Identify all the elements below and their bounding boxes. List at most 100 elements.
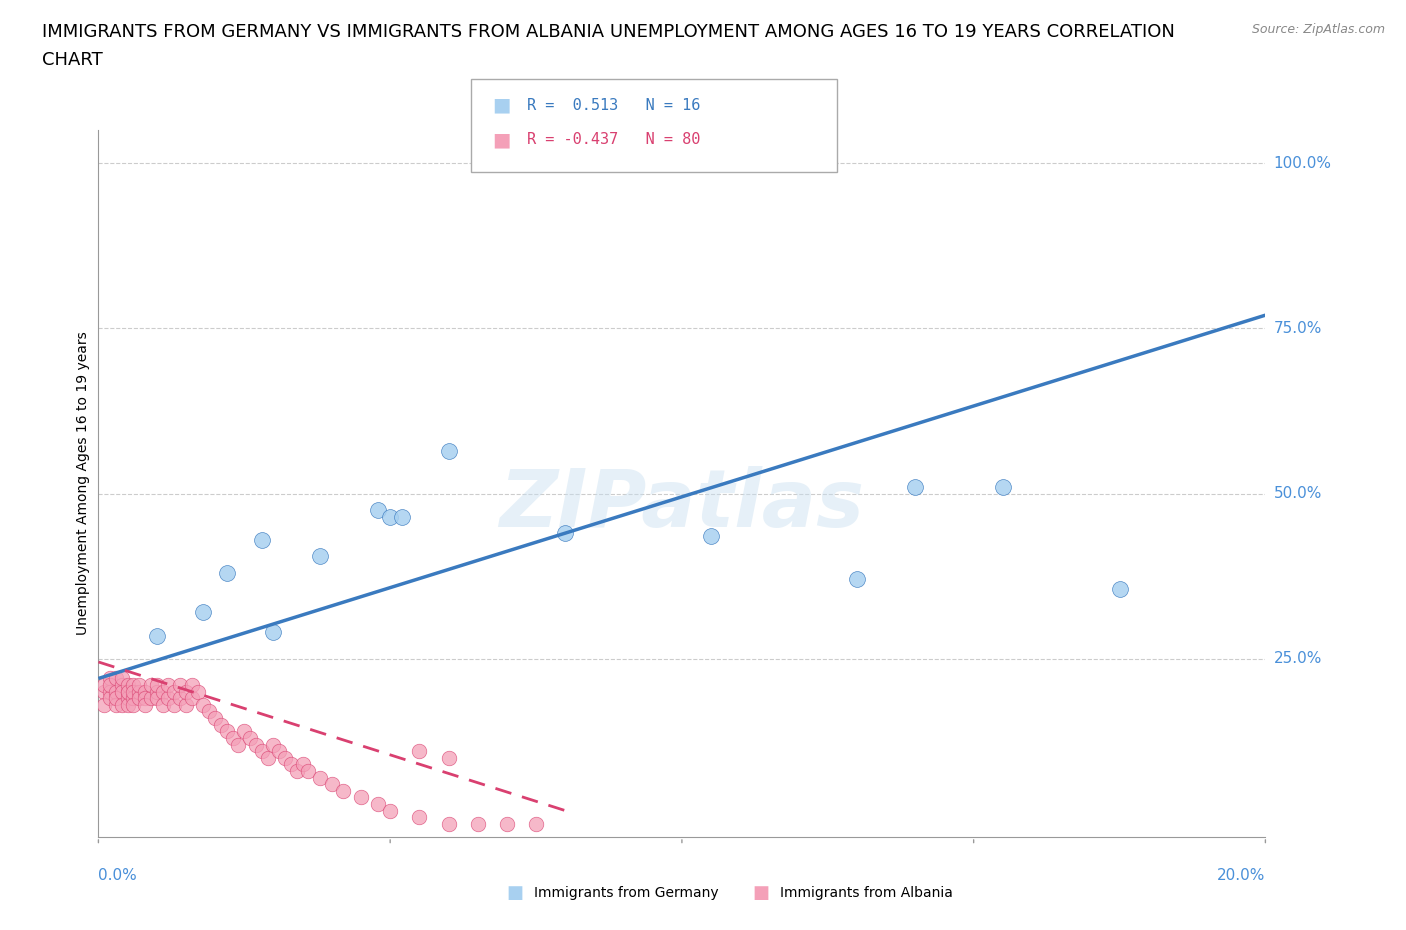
- Text: 50.0%: 50.0%: [1274, 486, 1322, 501]
- Point: [495, 817, 517, 831]
- Point: [193, 605, 215, 620]
- Point: [309, 770, 332, 785]
- Text: Source: ZipAtlas.com: Source: ZipAtlas.com: [1251, 23, 1385, 36]
- Y-axis label: Unemployment Among Ages 16 to 19 years: Unemployment Among Ages 16 to 19 years: [76, 332, 90, 635]
- Point: [845, 572, 868, 587]
- Point: [169, 678, 191, 693]
- Point: [285, 764, 308, 778]
- Point: [1108, 582, 1130, 597]
- Point: [117, 691, 139, 706]
- Point: [291, 757, 314, 772]
- Point: [250, 744, 273, 759]
- Point: [215, 724, 238, 738]
- Text: Immigrants from Albania: Immigrants from Albania: [780, 885, 953, 900]
- Text: ZIPatlas: ZIPatlas: [499, 466, 865, 544]
- Point: [350, 790, 373, 804]
- Point: [408, 810, 430, 825]
- Point: [163, 684, 186, 699]
- Point: [117, 684, 139, 699]
- Text: 20.0%: 20.0%: [1218, 868, 1265, 883]
- Point: [378, 510, 402, 525]
- Point: [98, 684, 121, 699]
- Point: [163, 698, 186, 712]
- Text: R = -0.437   N = 80: R = -0.437 N = 80: [527, 132, 700, 147]
- Point: [146, 628, 169, 643]
- Point: [128, 678, 150, 693]
- Point: [280, 757, 302, 772]
- Text: 25.0%: 25.0%: [1274, 651, 1322, 666]
- Point: [98, 678, 121, 693]
- Point: [269, 744, 291, 759]
- Point: [187, 684, 209, 699]
- Point: [193, 698, 215, 712]
- Point: [332, 783, 354, 798]
- Point: [157, 678, 180, 693]
- Point: [991, 480, 1014, 495]
- Point: [367, 502, 389, 517]
- Point: [274, 751, 297, 765]
- Point: [128, 691, 150, 706]
- Point: [215, 565, 238, 580]
- Text: 75.0%: 75.0%: [1274, 321, 1322, 336]
- Point: [134, 691, 156, 706]
- Point: [437, 817, 460, 831]
- Point: [111, 698, 134, 712]
- Point: [111, 678, 134, 693]
- Point: [104, 684, 127, 699]
- Point: [367, 796, 389, 811]
- Point: [180, 678, 202, 693]
- Point: [117, 678, 139, 693]
- Point: [146, 684, 169, 699]
- Point: [93, 678, 115, 693]
- Point: [262, 737, 284, 752]
- Point: [122, 691, 145, 706]
- Point: [134, 698, 156, 712]
- Point: [250, 532, 273, 547]
- Point: [467, 817, 489, 831]
- Point: [117, 698, 139, 712]
- Point: [262, 625, 284, 640]
- Point: [700, 529, 723, 544]
- Text: ■: ■: [752, 884, 769, 902]
- Point: [174, 684, 197, 699]
- Text: CHART: CHART: [42, 51, 103, 69]
- Point: [204, 711, 226, 725]
- Point: [146, 691, 169, 706]
- Point: [122, 684, 145, 699]
- Point: [297, 764, 319, 778]
- Point: [104, 698, 127, 712]
- Point: [111, 684, 134, 699]
- Point: [139, 691, 162, 706]
- Text: R =  0.513   N = 16: R = 0.513 N = 16: [527, 98, 700, 113]
- Point: [111, 671, 134, 686]
- Text: Immigrants from Germany: Immigrants from Germany: [534, 885, 718, 900]
- Point: [128, 684, 150, 699]
- Point: [554, 525, 576, 540]
- Point: [169, 691, 191, 706]
- Point: [117, 684, 139, 699]
- Point: [152, 698, 174, 712]
- Point: [524, 817, 547, 831]
- Text: ■: ■: [492, 96, 510, 114]
- Text: IMMIGRANTS FROM GERMANY VS IMMIGRANTS FROM ALBANIA UNEMPLOYMENT AMONG AGES 16 TO: IMMIGRANTS FROM GERMANY VS IMMIGRANTS FR…: [42, 23, 1175, 41]
- Text: 0.0%: 0.0%: [98, 868, 138, 883]
- Text: 100.0%: 100.0%: [1274, 155, 1331, 171]
- Point: [256, 751, 278, 765]
- Point: [139, 678, 162, 693]
- Point: [122, 698, 145, 712]
- Point: [93, 684, 115, 699]
- Point: [309, 549, 332, 564]
- Point: [146, 678, 169, 693]
- Point: [180, 691, 202, 706]
- Point: [378, 804, 402, 818]
- Point: [245, 737, 267, 752]
- Point: [228, 737, 250, 752]
- Point: [122, 678, 145, 693]
- Point: [321, 777, 343, 791]
- Point: [233, 724, 256, 738]
- Point: [437, 751, 460, 765]
- Point: [408, 744, 430, 759]
- Text: ■: ■: [506, 884, 523, 902]
- Point: [157, 691, 180, 706]
- Point: [152, 684, 174, 699]
